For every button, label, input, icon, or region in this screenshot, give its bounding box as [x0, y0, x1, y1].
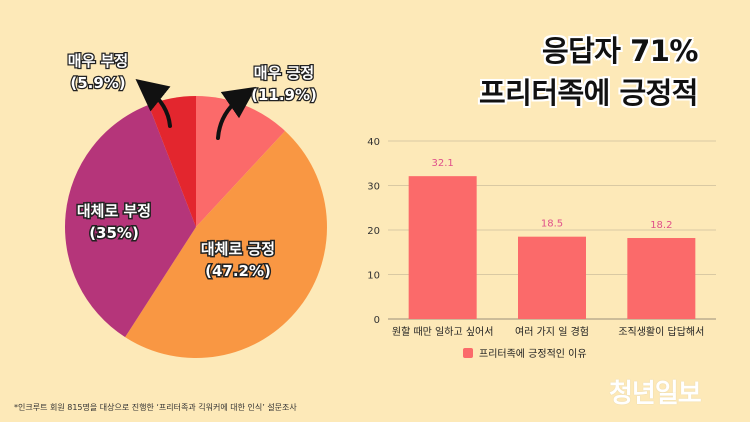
legend-label: 프리터족에 긍정적인 이유: [479, 348, 587, 360]
x-tick-label: 조직생활이 답답해서: [618, 325, 704, 338]
bar-value-label: 32.1: [432, 158, 454, 169]
legend-swatch: [463, 348, 473, 358]
pie-slice-label: 대체로 부정: [77, 202, 151, 220]
pie-slice-value: (47.2%): [205, 262, 271, 280]
arrow-very-positive-icon: [216, 86, 257, 140]
y-tick-label: 10: [367, 271, 380, 282]
bar: [627, 238, 696, 319]
pie-slice-value: (11.9%): [251, 86, 317, 104]
y-tick-label: 0: [374, 315, 380, 326]
pie-slice-value: (5.9%): [70, 74, 125, 92]
bar: [518, 236, 586, 319]
pie-slice-label: 대체로 긍정: [201, 240, 275, 258]
x-tick-label: 여러 가지 일 경험: [515, 325, 589, 338]
pie-slice-value: (35%): [89, 224, 139, 242]
pie-slice: [125, 130, 327, 358]
bar-value-label: 18.5: [541, 219, 563, 230]
pie-slice-label: 매우 긍정: [254, 64, 314, 82]
y-tick-label: 40: [367, 137, 380, 148]
pie-slice-label: 매우 부정: [68, 52, 128, 70]
brand-logo: 청년일보: [609, 379, 702, 409]
bar: [408, 176, 477, 319]
x-tick-label: 원할 때만 일하고 싶어서: [392, 325, 494, 338]
headline-line-2: 프리터족에 긍정적: [478, 76, 699, 110]
y-tick-label: 30: [367, 182, 380, 193]
arrow-very-negative-icon: [135, 79, 172, 128]
pie-slice: [65, 104, 197, 338]
pie-slice: [148, 96, 196, 227]
footnote: *인크루트 회원 815명을 대상으로 진행한 ‘프리터족과 긱워커에 대한 인…: [14, 403, 297, 412]
headline-line-1: 응답자 71%: [541, 34, 699, 68]
bar-value-label: 18.2: [650, 220, 672, 231]
y-tick-label: 20: [367, 226, 380, 237]
